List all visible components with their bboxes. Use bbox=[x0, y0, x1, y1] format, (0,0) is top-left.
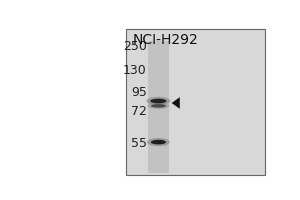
Ellipse shape bbox=[147, 103, 170, 109]
Text: 250: 250 bbox=[123, 40, 147, 53]
Text: NCI-H292: NCI-H292 bbox=[133, 33, 199, 47]
Text: 55: 55 bbox=[131, 137, 147, 150]
Text: 95: 95 bbox=[131, 86, 147, 99]
Ellipse shape bbox=[146, 97, 171, 105]
Polygon shape bbox=[172, 97, 180, 109]
Text: 72: 72 bbox=[131, 105, 147, 118]
Ellipse shape bbox=[150, 99, 167, 103]
Bar bbox=[148, 41, 169, 173]
Ellipse shape bbox=[151, 104, 166, 108]
Ellipse shape bbox=[147, 138, 170, 146]
Bar bbox=[126, 29, 266, 175]
Text: 130: 130 bbox=[123, 64, 147, 77]
Ellipse shape bbox=[151, 140, 166, 144]
